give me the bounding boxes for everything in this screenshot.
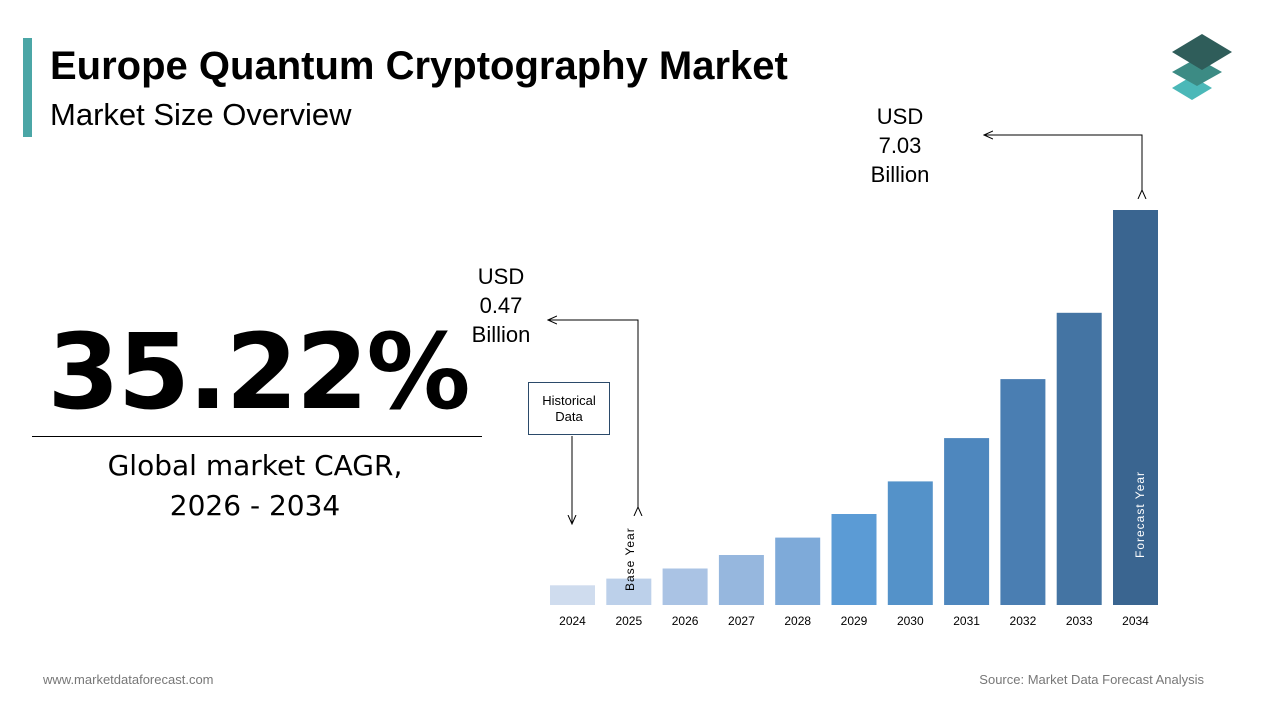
page-subtitle: Market Size Overview bbox=[50, 97, 352, 132]
last-value-number: 7.03 bbox=[878, 133, 922, 158]
last-value-annotation: USD 7.03 Billion bbox=[850, 102, 950, 189]
first-value-currency: USD bbox=[477, 264, 525, 289]
cagr-label-line1: Global market CAGR, bbox=[107, 449, 403, 482]
footer-source: Source: Market Data Forecast Analysis bbox=[979, 672, 1204, 687]
year-label-2032: 2032 bbox=[1010, 614, 1037, 628]
footer-website: www.marketdataforecast.com bbox=[43, 672, 214, 687]
base-year-label: Base Year bbox=[623, 527, 637, 591]
bar-2031 bbox=[944, 438, 990, 605]
bar-2032 bbox=[1000, 379, 1046, 605]
bar-2029 bbox=[831, 514, 877, 605]
year-label-2028: 2028 bbox=[784, 614, 811, 628]
last-value-unit: Billion bbox=[870, 162, 930, 187]
bar-2028 bbox=[775, 537, 821, 605]
year-label-2025: 2025 bbox=[615, 614, 642, 628]
year-label-2034: 2034 bbox=[1122, 614, 1149, 628]
cagr-label: Global market CAGR, 2026 - 2034 bbox=[30, 446, 480, 526]
bar-2030 bbox=[887, 481, 933, 605]
last-value-currency: USD bbox=[876, 104, 924, 129]
title-accent-bar bbox=[23, 38, 32, 137]
year-label-2026: 2026 bbox=[672, 614, 699, 628]
cagr-label-line2: 2026 - 2034 bbox=[169, 489, 341, 522]
year-label-2029: 2029 bbox=[841, 614, 868, 628]
bar-2026 bbox=[662, 568, 708, 605]
first-value-annotation: USD 0.47 Billion bbox=[462, 262, 540, 349]
logo-layer-top bbox=[1172, 34, 1232, 70]
page-title: Europe Quantum Cryptography Market bbox=[50, 44, 788, 88]
last-value-arrow bbox=[984, 135, 1142, 190]
cagr-value: 35.22% bbox=[47, 311, 470, 433]
year-label-2027: 2027 bbox=[728, 614, 755, 628]
first-value-unit: Billion bbox=[471, 322, 531, 347]
year-labels-group: 2024 2025 2026 2027 2028 2029 2030 2031 2032 2033… bbox=[559, 614, 1149, 628]
bars-group bbox=[550, 210, 1158, 605]
year-label-2031: 2031 bbox=[953, 614, 980, 628]
year-label-2033: 2033 bbox=[1066, 614, 1093, 628]
bar-2034 bbox=[1113, 210, 1158, 605]
year-label-2030: 2030 bbox=[897, 614, 924, 628]
forecast-year-label: Forecast Year bbox=[1133, 471, 1147, 558]
cagr-divider bbox=[32, 436, 482, 437]
bar-2033 bbox=[1056, 312, 1102, 605]
first-value-arrow bbox=[548, 320, 638, 507]
first-value-number: 0.47 bbox=[479, 293, 523, 318]
bar-2027 bbox=[718, 555, 764, 605]
bar-2024 bbox=[550, 585, 595, 605]
bar-2025 bbox=[606, 578, 652, 605]
year-label-2024: 2024 bbox=[559, 614, 586, 628]
stacked-layers-icon bbox=[1172, 34, 1232, 100]
